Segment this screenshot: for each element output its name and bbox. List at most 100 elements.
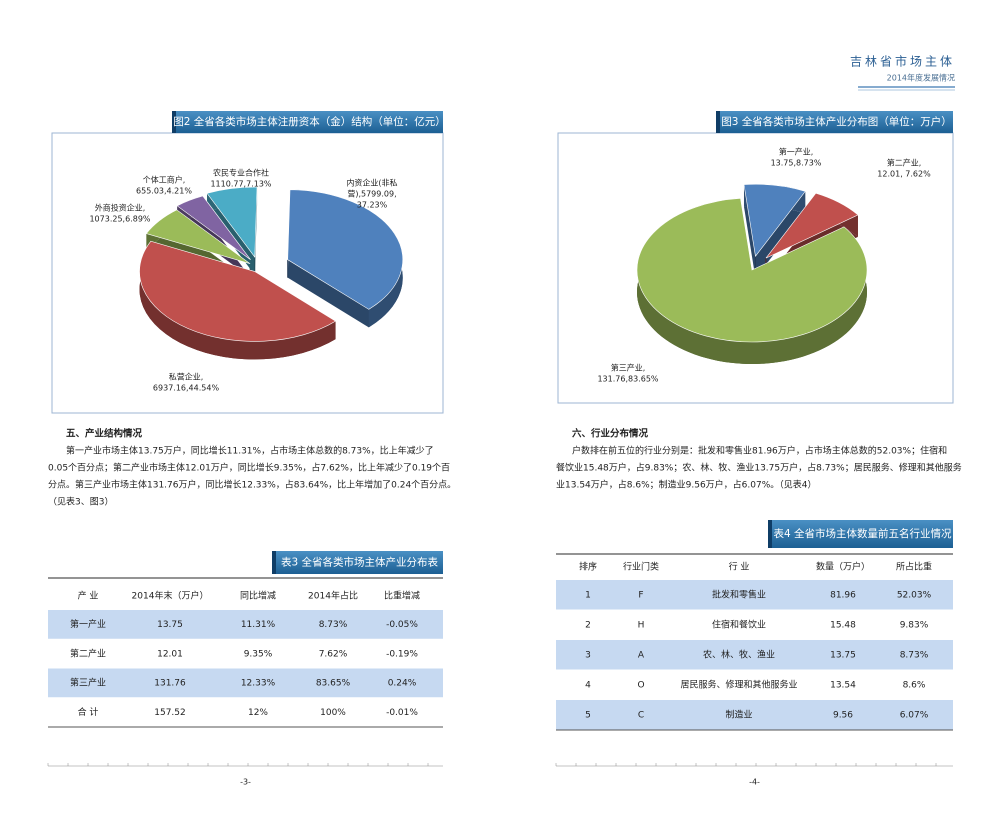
page-number: -4- xyxy=(749,778,760,787)
table-cell: 农、林、牧、渔业 xyxy=(703,649,775,661)
table-header: 比重增减 xyxy=(384,590,420,602)
pie-slice xyxy=(176,195,251,260)
table-cell: 8.73% xyxy=(319,620,348,630)
paragraph-line: 户数排在前五位的行业分别是：批发和零售业81.96万户，占市场主体总数的52.0… xyxy=(572,445,947,457)
title-text: 表4 全省市场主体数量前五名行业情况 xyxy=(773,527,952,540)
table-cell: 住宿和餐饮业 xyxy=(712,619,766,631)
header-title: 吉林省市场主体 xyxy=(850,54,955,69)
slice-label: 6937.16,44.54% xyxy=(153,384,220,393)
slice-label: 1073.25,6.89% xyxy=(89,215,150,224)
table-cell: 合 计 xyxy=(78,706,99,718)
table-cell: 12% xyxy=(248,708,268,718)
title-box xyxy=(172,111,443,133)
table-cell: -0.19% xyxy=(386,649,418,659)
title-box xyxy=(716,111,953,133)
table-cell: 0.24% xyxy=(388,679,417,689)
row-shade xyxy=(556,700,953,730)
table-header: 产 业 xyxy=(78,590,99,602)
slice-label: 1110.77,7.13% xyxy=(210,180,271,189)
table-cell: 52.03% xyxy=(897,591,932,601)
paragraph-line: 0.05个百分点；第二产业市场主体12.01万户，同比增长9.35%，占7.62… xyxy=(48,462,450,474)
table-cell: 5 xyxy=(585,711,591,721)
table-cell: 100% xyxy=(320,708,346,718)
section-heading: 六、行业分布情况 xyxy=(572,428,649,440)
slice-label: 131.76,83.65% xyxy=(597,375,658,384)
table-cell: 13.75 xyxy=(830,651,856,661)
title-box xyxy=(272,551,443,574)
slice-label: 第三产业, xyxy=(611,363,646,373)
table-cell: 批发和零售业 xyxy=(712,589,766,601)
table-cell: 第三产业 xyxy=(70,677,106,689)
title-box-edge xyxy=(172,111,176,133)
table-cell: 12.01 xyxy=(157,649,183,659)
paragraph-line: （见表3、图3） xyxy=(48,496,113,508)
header-subtitle: 2014年度发展情况 xyxy=(887,73,955,83)
slice-label: 第一产业, xyxy=(779,147,814,157)
title-box xyxy=(768,520,953,548)
table-cell: -0.05% xyxy=(386,620,418,630)
table-cell: 3 xyxy=(585,651,591,661)
table-header: 行 业 xyxy=(729,561,750,573)
paragraph-line: 分点。第三产业市场主体131.76万户，同比增长12.33%，占83.64%，比… xyxy=(48,479,456,491)
slice-label: 12.01, 7.62% xyxy=(877,170,931,179)
row-shade xyxy=(556,580,953,610)
table-cell: 13.75 xyxy=(157,620,183,630)
table-cell: 13.54 xyxy=(830,681,856,691)
pie-slice xyxy=(765,192,859,259)
slice-label: 外商投资企业, xyxy=(95,203,146,213)
title-box-edge xyxy=(716,111,720,133)
row-shade xyxy=(48,668,443,698)
paragraph-line: 餐饮业15.48万户，占9.83%；农、林、牧、渔业13.75万户，占8.73%… xyxy=(556,462,962,474)
title-box-edge xyxy=(768,520,772,548)
table-header: 所占比重 xyxy=(896,561,932,573)
table-cell: C xyxy=(638,711,644,721)
table-cell: F xyxy=(638,591,643,601)
slice-label: 内资企业(非私 xyxy=(346,178,397,188)
section-heading: 五、产业结构情况 xyxy=(66,428,143,440)
table-cell: A xyxy=(638,651,645,661)
slice-label: 农民专业合作社 xyxy=(213,168,269,178)
table-cell: H xyxy=(638,621,645,631)
paragraph-line: 业13.54万户，占8.6%；制造业9.56万户，占6.07%。（见表4） xyxy=(556,479,817,491)
title-text: 图3 全省各类市场主体产业分布图（单位：万户） xyxy=(721,115,952,128)
table-header: 数量（万户） xyxy=(816,561,870,573)
table-cell: 8.73% xyxy=(900,651,929,661)
table-cell: 11.31% xyxy=(241,620,276,630)
pie-slice xyxy=(743,183,806,257)
table-cell: 2 xyxy=(585,621,591,631)
table-header: 排序 xyxy=(579,561,597,573)
pie-slice xyxy=(636,198,868,343)
table-cell: 8.6% xyxy=(903,681,926,691)
table-cell: 6.07% xyxy=(900,711,929,721)
title-text: 图2 全省各类市场主体注册资本（金）结构（单位：亿元） xyxy=(173,115,446,128)
table-cell: 第一产业 xyxy=(70,618,106,630)
slice-label: 37.23% xyxy=(357,201,388,210)
table-cell: O xyxy=(637,681,644,691)
table-cell: 9.83% xyxy=(900,621,929,631)
table-cell: 7.62% xyxy=(319,649,348,659)
table-cell: 第二产业 xyxy=(70,647,106,659)
table-cell: 1 xyxy=(585,591,591,601)
title-text: 表3 全省各类市场主体产业分布表 xyxy=(281,556,439,569)
table-header: 行业门类 xyxy=(623,561,659,573)
slice-label: 第二产业, xyxy=(887,158,922,168)
slice-label: 个体工商户, xyxy=(143,175,186,185)
row-shade xyxy=(48,610,443,640)
table-cell: 9.56 xyxy=(833,711,853,721)
table-cell: 9.35% xyxy=(244,649,273,659)
table-cell: 83.65% xyxy=(316,679,351,689)
table-cell: 15.48 xyxy=(830,621,856,631)
table-cell: -0.01% xyxy=(386,708,418,718)
pie-slice xyxy=(206,186,258,258)
pie-slice xyxy=(139,240,337,342)
table-cell: 131.76 xyxy=(154,679,186,689)
row-shade xyxy=(556,640,953,670)
slice-label: 营),5799.09, xyxy=(347,189,396,199)
paragraph-line: 第一产业市场主体13.75万户，同比增长11.31%，占市场主体总数的8.73%… xyxy=(66,445,434,457)
table-cell: 157.52 xyxy=(154,708,186,718)
table-cell: 4 xyxy=(585,681,591,691)
slice-label: 私营企业, xyxy=(169,372,204,382)
table-header: 同比增减 xyxy=(240,590,276,602)
slice-label: 13.75,8.73% xyxy=(771,159,822,168)
